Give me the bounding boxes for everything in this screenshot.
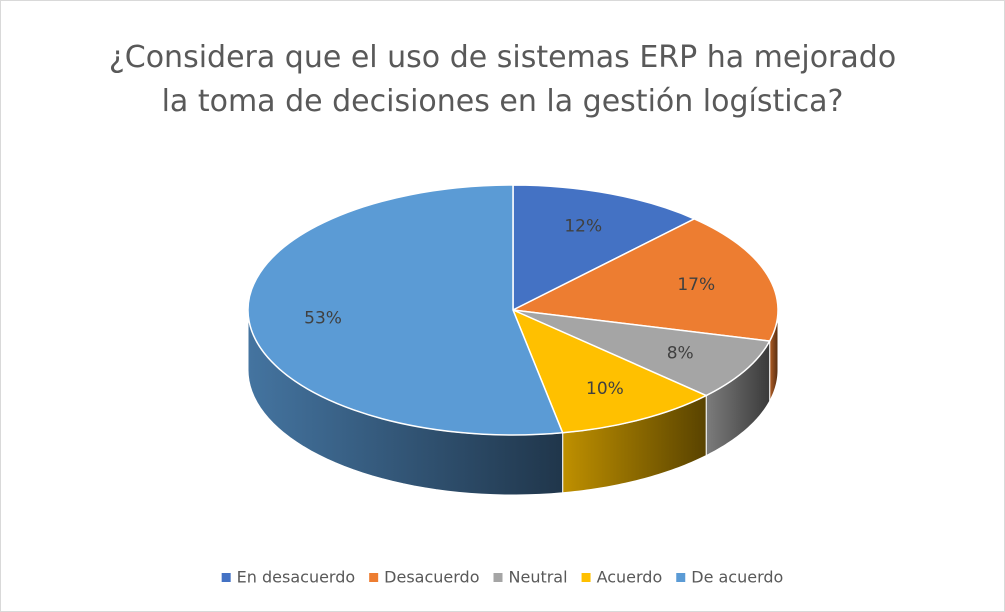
legend-label: En desacuerdo [237, 568, 356, 587]
legend-label: Neutral [509, 568, 568, 587]
data-label: 53% [304, 308, 342, 328]
data-label: 17% [677, 275, 715, 295]
slice [511, 308, 708, 434]
slice [247, 184, 564, 436]
legend-swatch [676, 573, 686, 582]
data-label: 10% [586, 379, 624, 399]
slice [512, 309, 771, 397]
legend-swatch [581, 573, 591, 582]
data-label: 8% [667, 343, 694, 363]
legend-label: De acuerdo [691, 568, 783, 587]
legend-swatch [369, 573, 379, 582]
legend-swatch [221, 573, 231, 582]
legend-label: Desacuerdo [384, 568, 479, 587]
slice [510, 218, 779, 342]
data-label: 12% [564, 216, 602, 236]
chart-title: ¿Considera que el uso de sistemas ERP ha… [108, 40, 897, 119]
slice [512, 184, 697, 312]
legend-swatch [493, 573, 503, 582]
legend-label: Acuerdo [597, 568, 663, 587]
